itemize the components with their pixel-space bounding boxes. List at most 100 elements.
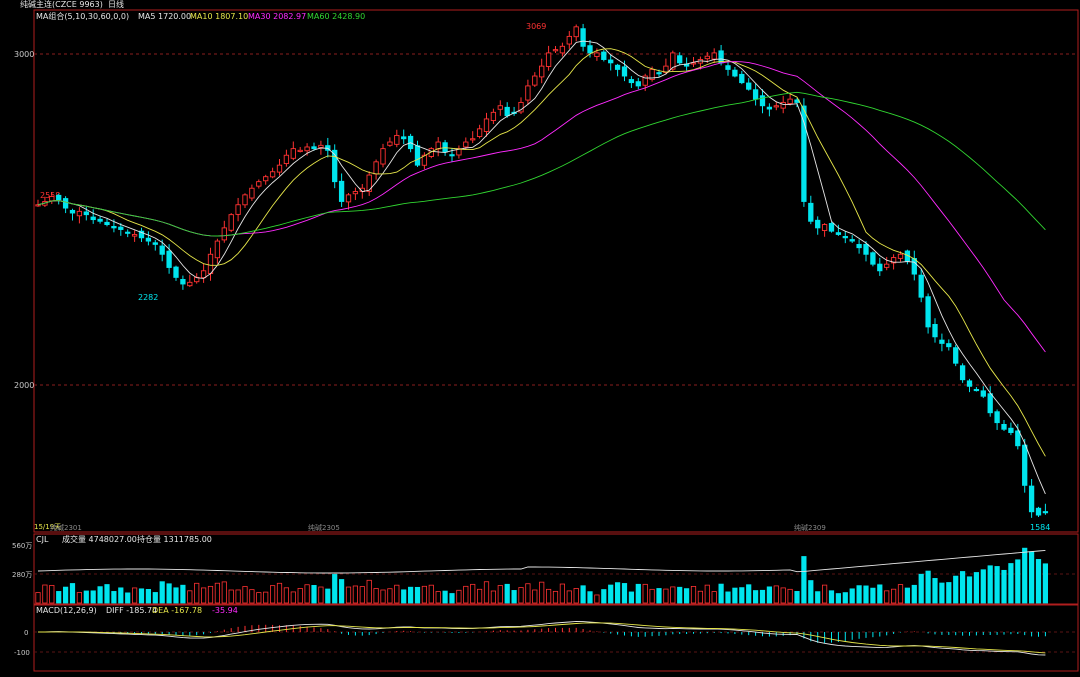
- candle[interactable]: [746, 78, 752, 91]
- candle[interactable]: [518, 97, 524, 115]
- candle[interactable]: [835, 224, 842, 236]
- candle[interactable]: [97, 215, 103, 224]
- candle[interactable]: [773, 101, 779, 111]
- candle[interactable]: [918, 269, 924, 303]
- candle[interactable]: [207, 247, 214, 281]
- candle[interactable]: [732, 66, 738, 78]
- candle[interactable]: [490, 108, 497, 124]
- candle[interactable]: [76, 207, 83, 224]
- candle[interactable]: [104, 218, 110, 227]
- candle[interactable]: [345, 193, 352, 210]
- candle[interactable]: [1035, 506, 1042, 518]
- candle[interactable]: [145, 231, 152, 246]
- candle[interactable]: [711, 48, 717, 64]
- candle[interactable]: [525, 79, 531, 105]
- candle[interactable]: [766, 103, 773, 117]
- candle[interactable]: [256, 179, 262, 189]
- candle[interactable]: [573, 24, 579, 42]
- candle[interactable]: [973, 387, 980, 392]
- candle[interactable]: [677, 52, 683, 65]
- candle[interactable]: [608, 54, 614, 71]
- candle[interactable]: [401, 129, 407, 145]
- candle[interactable]: [228, 213, 234, 233]
- candle[interactable]: [1015, 423, 1021, 450]
- candle[interactable]: [394, 129, 400, 148]
- candle[interactable]: [635, 77, 641, 90]
- candle[interactable]: [752, 83, 759, 106]
- candle[interactable]: [483, 112, 490, 137]
- candle[interactable]: [863, 241, 869, 262]
- candle[interactable]: [242, 193, 248, 208]
- candle[interactable]: [759, 89, 766, 114]
- candle[interactable]: [884, 256, 890, 271]
- period-label[interactable]: 日线: [108, 0, 124, 9]
- candle[interactable]: [953, 344, 959, 367]
- candle[interactable]: [387, 137, 393, 147]
- candle[interactable]: [62, 196, 69, 214]
- candle[interactable]: [332, 144, 338, 189]
- candle[interactable]: [311, 142, 317, 151]
- candle[interactable]: [290, 141, 296, 161]
- candle[interactable]: [380, 143, 386, 168]
- candle[interactable]: [476, 124, 483, 139]
- candle[interactable]: [118, 223, 124, 236]
- candle[interactable]: [842, 231, 848, 244]
- candle[interactable]: [566, 31, 572, 49]
- candle[interactable]: [221, 220, 227, 243]
- candle[interactable]: [532, 72, 538, 88]
- candle[interactable]: [269, 167, 276, 179]
- candle[interactable]: [421, 152, 428, 170]
- candle[interactable]: [849, 235, 855, 243]
- candle[interactable]: [56, 193, 62, 205]
- candle[interactable]: [932, 318, 938, 343]
- candle[interactable]: [414, 140, 421, 168]
- candle[interactable]: [539, 58, 545, 84]
- candle[interactable]: [925, 293, 931, 334]
- candle[interactable]: [725, 61, 731, 76]
- candle[interactable]: [987, 386, 993, 417]
- candle[interactable]: [601, 50, 607, 62]
- candle[interactable]: [939, 333, 945, 352]
- candle[interactable]: [338, 173, 345, 207]
- symbol-title[interactable]: 纯碱主连(CZCE 9963): [20, 0, 103, 9]
- candle[interactable]: [946, 339, 952, 351]
- candle[interactable]: [828, 222, 835, 233]
- candle[interactable]: [877, 257, 883, 276]
- candle[interactable]: [470, 131, 476, 144]
- candle[interactable]: [283, 149, 290, 167]
- candle[interactable]: [249, 184, 255, 201]
- candle[interactable]: [994, 409, 1000, 430]
- candle[interactable]: [125, 229, 131, 238]
- candle[interactable]: [966, 378, 973, 393]
- candle[interactable]: [152, 239, 158, 251]
- candle[interactable]: [428, 147, 434, 159]
- candle[interactable]: [1042, 503, 1049, 515]
- candle[interactable]: [1008, 422, 1014, 436]
- candle[interactable]: [815, 216, 821, 235]
- candle[interactable]: [131, 230, 138, 242]
- candle[interactable]: [180, 275, 186, 290]
- ma-group-label[interactable]: MA组合(5,10,30,60,0,0): [36, 11, 129, 21]
- candle[interactable]: [366, 171, 372, 196]
- candle[interactable]: [435, 137, 441, 157]
- candle[interactable]: [821, 223, 828, 237]
- candle[interactable]: [870, 251, 876, 267]
- candle[interactable]: [352, 187, 359, 201]
- candle[interactable]: [959, 363, 966, 383]
- candle[interactable]: [187, 274, 193, 288]
- candle[interactable]: [214, 238, 221, 264]
- candle[interactable]: [504, 102, 510, 118]
- candle[interactable]: [856, 239, 862, 254]
- candle[interactable]: [559, 42, 566, 57]
- candle[interactable]: [801, 98, 807, 207]
- candle[interactable]: [373, 159, 379, 180]
- candle[interactable]: [263, 174, 269, 185]
- candle[interactable]: [276, 158, 283, 176]
- candle[interactable]: [35, 199, 41, 207]
- candle[interactable]: [545, 45, 552, 71]
- candle[interactable]: [587, 39, 593, 58]
- candle[interactable]: [138, 227, 145, 242]
- candle[interactable]: [200, 263, 207, 283]
- candle[interactable]: [739, 70, 745, 85]
- candle[interactable]: [614, 63, 621, 77]
